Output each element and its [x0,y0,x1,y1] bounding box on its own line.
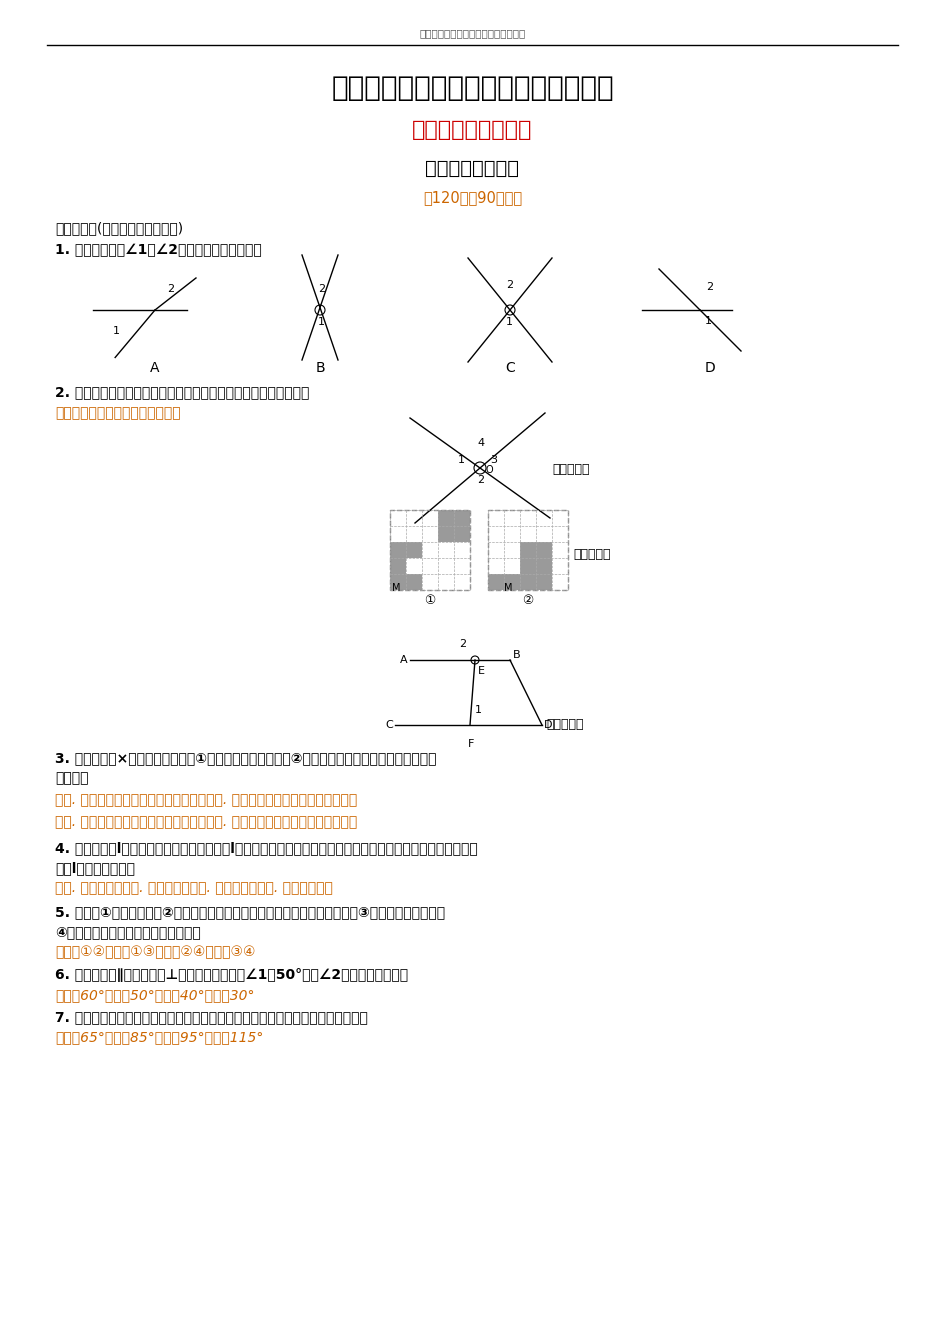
Text: 2: 2 [318,283,325,294]
Bar [503,574,519,590]
Text: 1: 1 [475,705,481,715]
Bar [453,509,469,525]
Text: 3. 如图，在５×５的方格纸中将图①中的图形Ｎ平移到如图②所示的位置，那么下列平移正确的是: 3. 如图，在５×５的方格纸中将图①中的图形Ｎ平移到如图②所示的位置，那么下列平… [55,751,436,765]
Text: Ａ．60°　Ｂ．50°　Ｃ．40°　Ｄ．30°: Ａ．60° Ｂ．50° Ｃ．40° Ｄ．30° [55,988,254,1001]
Bar [535,541,551,558]
Text: 一、选择题(每题３分，共３０分): 一、选择题(每题３分，共３０分) [55,221,183,235]
Text: 1: 1 [704,316,711,326]
Text: D: D [544,721,552,730]
Text: ④内错角相等，其中假命题有（　　）: ④内错角相等，其中假命题有（ ） [55,925,200,939]
Text: A: A [150,361,160,374]
Bar [406,574,422,590]
Text: （120分，90分钟）: （120分，90分钟） [423,190,521,206]
Text: Ａ. 先向下移动１格，再向左移动１格　Ｂ. 先向下移动１格，再向左移动２格: Ａ. 先向下移动１格，再向左移动１格 Ｂ. 先向下移动１格，再向左移动２格 [55,793,357,808]
Bar [519,558,535,574]
Text: 七年级数学下册单元测试题全套及答案: 七年级数学下册单元测试题全套及答案 [419,28,525,37]
Text: Ｃ. 先向下移动２格，再向左移动１格　Ｄ. 先向下移动２格，再向左移动２格: Ｃ. 先向下移动２格，再向左移动１格 Ｄ. 先向下移动２格，再向左移动２格 [55,816,357,829]
Text: 7. 如图，将木条ａ绕点Ｏ旋转，使其与木条ｂ平行，则旋转的最小角度为（　　）: 7. 如图，将木条ａ绕点Ｏ旋转，使其与木条ｂ平行，则旋转的最小角度为（ ） [55,1009,367,1024]
Text: E: E [478,666,484,677]
Text: 2: 2 [167,283,174,294]
Text: C: C [505,361,514,374]
Text: ①: ① [424,594,435,607]
Text: 第五章达标检测卷: 第五章达标检测卷 [425,159,519,178]
Text: Ａ. 等于４ｃｍ　Ｂ. 等于５ｃｍ　Ｃ. 小于３ｃｍ　Ｄ. 不大于３ｃｍ: Ａ. 等于４ｃｍ Ｂ. 等于５ｃｍ Ｃ. 小于３ｃｍ Ｄ. 不大于３ｃｍ [55,881,332,894]
Bar [519,574,535,590]
Text: （第６题）: （第６题） [546,718,582,731]
Text: 5. 命题：①对顶角相等；②在同一平面内，垂直于同一条直线的两直线平行；③相等的角是对顶角；: 5. 命题：①对顶角相等；②在同一平面内，垂直于同一条直线的两直线平行；③相等的… [55,905,445,919]
Bar [390,558,406,574]
Text: ②: ② [522,594,533,607]
Text: 2. 如图，两条直线相交于一点Ｏ，则图中共有（　　）对邻补角．: 2. 如图，两条直线相交于一点Ｏ，则图中共有（ ）对邻补角． [55,385,309,398]
Bar [437,525,453,541]
Text: B: B [513,650,520,660]
Text: 七年级数学下册单元测试题全套及答案: 七年级数学下册单元测试题全套及答案 [330,74,614,102]
Text: A: A [399,655,407,664]
Text: B: B [315,361,325,374]
Text: 2: 2 [477,475,483,485]
Text: O: O [484,465,492,475]
Text: D: D [704,361,715,374]
Text: 直线l的距离（　　）: 直线l的距离（ ） [55,861,135,874]
Text: Ａ．２　Ｂ．３　Ｃ．４　Ｄ．５: Ａ．２ Ｂ．３ Ｃ．４ Ｄ．５ [55,406,180,420]
Text: （第２题）: （第２题） [551,463,589,476]
Bar [437,509,453,525]
Text: Ａ．①②　Ｂ．①③　Ｃ．②④　Ｄ．③④: Ａ．①② Ｂ．①③ Ｃ．②④ Ｄ．③④ [55,945,255,959]
Bar [535,558,551,574]
Bar [406,541,422,558]
Text: 1. 下列图形中，∠1与∠2是对顶角的是（　　）: 1. 下列图形中，∠1与∠2是对顶角的是（ ） [55,243,261,257]
Text: 2: 2 [459,639,465,648]
Text: 6. 如图，ＡＢ∥ＣＤ，ＦＥ⊥ＤＢ，垂足为Ｅ，∠1＝50°，则∠2的度数是（　　）: 6. 如图，ＡＢ∥ＣＤ，ＦＥ⊥ＤＢ，垂足为Ｅ，∠1＝50°，则∠2的度数是（ ） [55,968,408,981]
Text: M: M [503,583,512,594]
Text: 2: 2 [705,282,713,291]
Bar [453,525,469,541]
Text: （第３题）: （第３题） [572,548,610,562]
Text: Ａ．65°　Ｂ．85°　Ｃ．95°　Ｄ．115°: Ａ．65° Ｂ．85° Ｃ．95° Ｄ．115° [55,1029,263,1044]
Text: （　　）: （ ） [55,771,89,785]
Text: 1: 1 [318,317,325,328]
Text: 4. 点Ｐ为直线l外一点，点Ａ、Ｂ、Ｃ为直线l上三点，ＰＡ＝４ｃｍ，ＰＢ＝５ｃｍ，ＰＣ＝３ｃｍ，则点Ｐ到: 4. 点Ｐ为直线l外一点，点Ａ、Ｂ、Ｃ为直线l上三点，ＰＡ＝４ｃｍ，ＰＢ＝５ｃｍ… [55,841,478,854]
Bar [487,574,503,590]
Text: 3: 3 [490,455,497,465]
Bar [390,574,406,590]
Text: M: M [392,583,400,594]
Bar [390,541,406,558]
Text: 1: 1 [505,317,513,328]
Text: F: F [467,739,474,749]
Text: C: C [384,721,393,730]
Text: 4: 4 [477,439,483,448]
Text: 2: 2 [505,279,513,290]
Text: 1: 1 [113,326,120,336]
Bar [535,574,551,590]
Text: 1: 1 [458,455,464,465]
Text: 含期末试题，共７套: 含期末试题，共７套 [412,120,532,140]
Bar [519,541,535,558]
